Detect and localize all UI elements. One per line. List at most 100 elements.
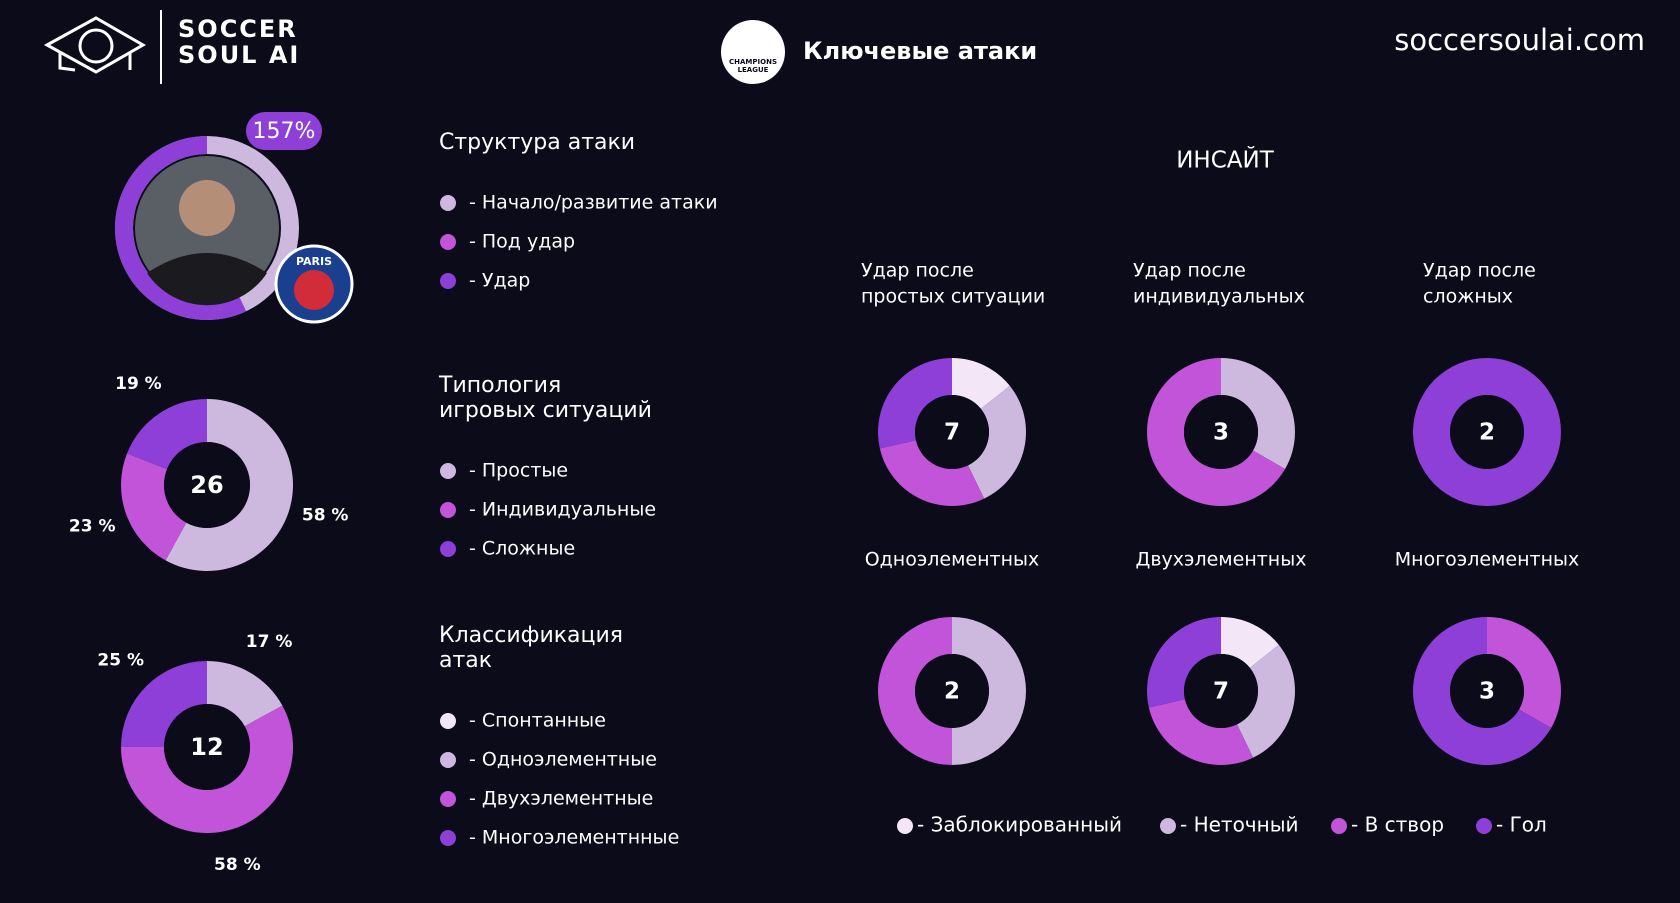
logo-icon: [43, 16, 147, 74]
legend-label: - Простые: [469, 460, 568, 482]
legend-label: - Одноэлементные: [469, 749, 657, 771]
donut-total: 12: [190, 733, 223, 761]
club-badge-inner: [294, 270, 334, 310]
donut-total: 3: [1479, 679, 1495, 705]
legend-dot: [897, 818, 913, 834]
section-title: игровых ситуаций: [439, 398, 652, 423]
donut-hole: [1184, 395, 1258, 469]
donut-total: 26: [190, 471, 223, 499]
value-label: 58 %: [214, 855, 261, 875]
donut-hole: [1450, 654, 1524, 728]
donut-segment: [120, 453, 187, 561]
donut-total: 2: [944, 679, 960, 705]
donut-title: Удар после: [1423, 260, 1536, 282]
club-name: PARIS: [296, 255, 332, 268]
legend-label: - Гол: [1496, 813, 1547, 837]
donut-segment: [1413, 617, 1552, 765]
donut-hole: [164, 442, 250, 528]
legend-dot: [1331, 818, 1347, 834]
ucl-text: CHAMPIONS: [729, 58, 777, 66]
legend-dot: [1160, 818, 1176, 834]
donut-segment: [207, 661, 283, 727]
donut-segment: [952, 358, 1010, 409]
section-title: Типология: [438, 373, 561, 398]
percent-label: 157%: [253, 119, 316, 144]
legend-label: - Под удар: [469, 231, 575, 253]
legend-dot: [440, 195, 456, 211]
donut-total: 2: [1479, 420, 1495, 446]
donut-segment: [121, 661, 207, 747]
legend-dot: [440, 502, 456, 518]
section-title: атак: [439, 648, 492, 673]
legend-dot: [440, 273, 456, 289]
value-label: 58 %: [302, 505, 349, 525]
legend-dot: [440, 234, 456, 250]
section-title: Структура атаки: [439, 130, 635, 155]
percent-pill: [246, 112, 322, 150]
donut-segment: [1221, 617, 1279, 668]
legend-dot: [440, 713, 456, 729]
donut-title: Одноэлементных: [865, 549, 1040, 571]
donut-hole: [1184, 654, 1258, 728]
donut-title: простых ситуации: [861, 286, 1045, 308]
value-label: 25 %: [97, 651, 144, 671]
legend-label: - Заблокированный: [917, 813, 1122, 837]
donut-total: 3: [1213, 420, 1229, 446]
value-label: 23 %: [69, 516, 116, 536]
donut-segment: [1413, 358, 1561, 506]
donut-title: Удар после: [861, 260, 974, 282]
brand: SOCCER: [178, 15, 298, 43]
coach-head: [179, 180, 235, 236]
legend-dot: [1476, 818, 1492, 834]
brand: SOUL AI: [178, 41, 300, 69]
legend-label: - Удар: [469, 270, 530, 292]
donut-segment: [1237, 644, 1295, 758]
ucl-logo: [721, 20, 785, 84]
donut-segment: [879, 440, 985, 506]
donut-segment: [1487, 617, 1561, 728]
donut-segment: [1148, 699, 1254, 765]
legend-dot: [440, 791, 456, 807]
donut-hole: [1450, 395, 1524, 469]
donut-title: Удар после: [1133, 260, 1246, 282]
legend-label: - В створ: [1351, 813, 1444, 837]
ucl-text: LEAGUE: [738, 66, 769, 74]
value-label: 19 %: [115, 374, 162, 394]
legend-label: - Начало/развитие атаки: [469, 192, 718, 214]
page-title: Ключевые атаки: [803, 37, 1037, 65]
donut-title: сложных: [1423, 286, 1513, 308]
value-label: 17 %: [246, 632, 293, 652]
legend-label: - Неточный: [1180, 813, 1299, 837]
donut-segment: [877, 358, 952, 449]
legend-dot: [440, 541, 456, 557]
legend-label: - Индивидуальные: [469, 499, 656, 521]
legend-label: - Спонтанные: [469, 710, 606, 732]
legend-label: - Сложные: [469, 538, 575, 560]
donut-title: индивидуальных: [1133, 286, 1305, 308]
donut-segment: [165, 399, 294, 571]
coach-body: [147, 253, 267, 306]
donut-hole: [915, 395, 989, 469]
donut-hole: [164, 704, 250, 790]
donut-total: 7: [1213, 679, 1229, 705]
legend-label: - Многоэлементнные: [469, 827, 679, 849]
donut-segment: [1147, 617, 1221, 708]
donut-segment: [1221, 358, 1296, 469]
donut-total: 7: [944, 420, 960, 446]
donut-segment: [121, 705, 293, 833]
donut-segment: [127, 399, 207, 470]
legend-dot: [440, 830, 456, 846]
donut-segment: [968, 385, 1026, 499]
site: soccersoulai.com: [1394, 23, 1645, 57]
legend-dot: [440, 463, 456, 479]
legend-dot: [440, 752, 456, 768]
section-title: Классификация: [439, 623, 623, 648]
insight-title: ИНСАЙТ: [1176, 146, 1274, 174]
donut-title: Двухэлементных: [1136, 549, 1307, 571]
donut-segment: [1147, 358, 1286, 506]
legend-label: - Двухэлементные: [469, 788, 653, 810]
donut-title: Многоэлементных: [1395, 549, 1580, 571]
donut-hole: [915, 654, 989, 728]
